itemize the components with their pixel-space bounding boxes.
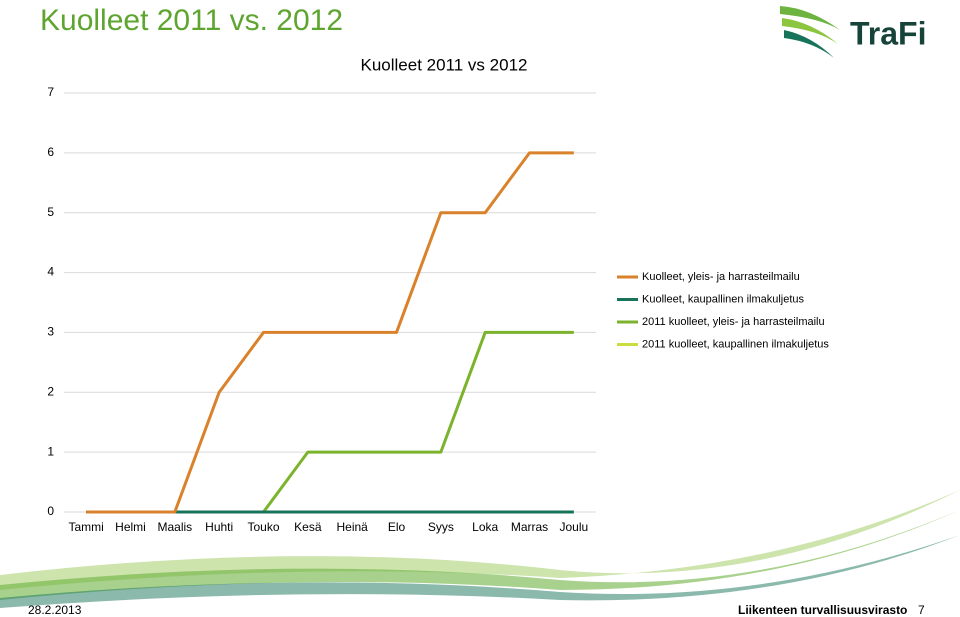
series-line	[86, 330, 574, 514]
x-tick-label: Loka	[472, 520, 498, 534]
x-tick-label: Marras	[511, 520, 548, 534]
y-tick-label: 3	[47, 325, 54, 339]
y-tick-label: 6	[47, 145, 54, 159]
footer-page: 7	[918, 603, 925, 617]
logo: TraFi	[780, 6, 926, 58]
swoosh	[0, 490, 960, 608]
x-tick-label: Joulu	[559, 520, 588, 534]
footer-date: 28.2.2013	[28, 603, 82, 617]
x-tick-label: Touko	[247, 520, 279, 534]
x-tick-label: Syys	[428, 520, 454, 534]
x-tick-label: Maalis	[157, 520, 192, 534]
x-tick-label: Tammi	[68, 520, 103, 534]
y-tick-label: 7	[47, 85, 54, 99]
y-tick-label: 5	[47, 205, 54, 219]
series-line	[86, 151, 574, 514]
logo-text: TraFi	[850, 15, 926, 51]
y-tick-label: 0	[47, 504, 54, 518]
legend-label: Kuolleet, yleis- ja harrasteilmailu	[642, 271, 800, 283]
x-tick-label: Kesä	[294, 520, 322, 534]
y-tick-label: 4	[47, 265, 54, 279]
y-tick-label: 2	[47, 384, 54, 398]
chart-title: Kuolleet 2011 vs 2012	[361, 55, 528, 74]
x-tick-label: Huhti	[205, 520, 233, 534]
x-tick-label: Helmi	[115, 520, 146, 534]
legend-label: Kuolleet, kaupallinen ilmakuljetus	[642, 293, 805, 305]
footer-org: Liikenteen turvallisuusvirasto	[738, 603, 907, 617]
y-tick-label: 1	[47, 444, 54, 458]
legend-label: 2011 kuolleet, kaupallinen ilmakuljetus	[642, 338, 829, 350]
x-tick-label: Elo	[388, 520, 406, 534]
legend-label: 2011 kuolleet, yleis- ja harrasteilmailu	[642, 316, 825, 328]
x-tick-label: Heinä	[336, 520, 368, 534]
slide-title: Kuolleet 2011 vs. 2012	[40, 4, 343, 37]
